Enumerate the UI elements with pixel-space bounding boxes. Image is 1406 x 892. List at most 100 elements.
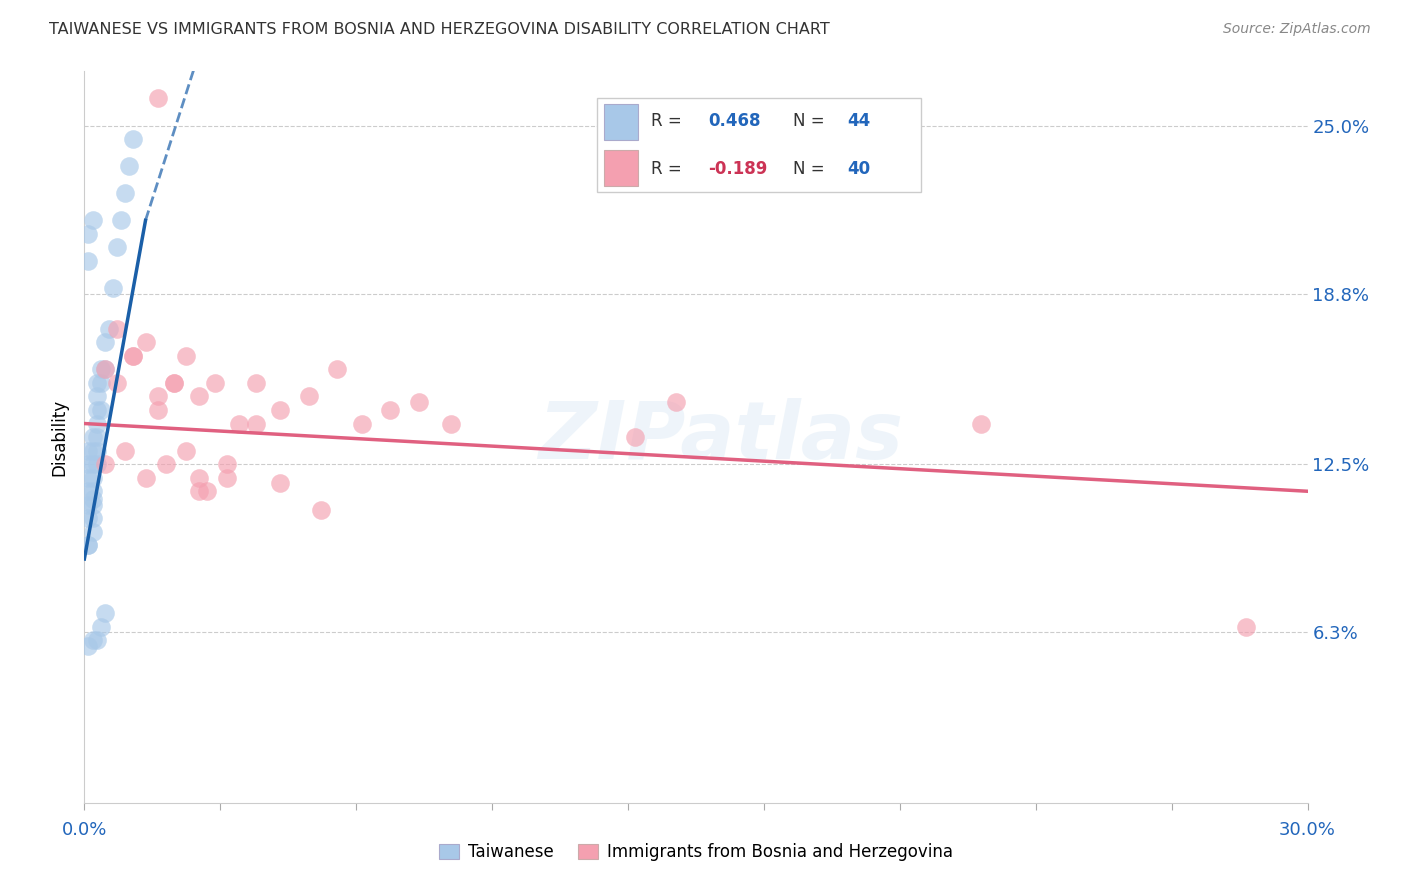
- Point: [204, 376, 226, 390]
- Point: [77, 227, 100, 241]
- Point: [1236, 620, 1258, 634]
- FancyBboxPatch shape: [605, 104, 638, 140]
- Point: [93, 457, 115, 471]
- Point: [380, 403, 402, 417]
- Point: [122, 349, 145, 363]
- Point: [114, 443, 136, 458]
- Point: [146, 403, 169, 417]
- Point: [114, 186, 136, 201]
- Point: [82, 457, 104, 471]
- FancyBboxPatch shape: [605, 150, 638, 186]
- Point: [90, 362, 112, 376]
- Point: [93, 362, 115, 376]
- Point: [77, 457, 100, 471]
- Text: R =: R =: [651, 112, 682, 130]
- Point: [77, 484, 100, 499]
- Text: -0.189: -0.189: [709, 160, 768, 178]
- Point: [217, 457, 239, 471]
- FancyBboxPatch shape: [598, 98, 921, 192]
- Point: [440, 417, 463, 431]
- Point: [105, 376, 128, 390]
- Text: N =: N =: [793, 112, 824, 130]
- Point: [86, 417, 108, 431]
- Point: [86, 376, 108, 390]
- Point: [77, 639, 100, 653]
- Point: [93, 335, 115, 350]
- Point: [82, 511, 104, 525]
- Point: [174, 349, 197, 363]
- Point: [86, 633, 108, 648]
- Point: [82, 633, 104, 648]
- Point: [135, 471, 157, 485]
- Point: [122, 132, 145, 146]
- Point: [77, 538, 100, 552]
- Point: [298, 389, 321, 403]
- Text: Source: ZipAtlas.com: Source: ZipAtlas.com: [1223, 22, 1371, 37]
- Point: [77, 471, 100, 485]
- Point: [82, 484, 104, 499]
- Point: [105, 322, 128, 336]
- Point: [86, 403, 108, 417]
- Point: [86, 457, 108, 471]
- Point: [93, 362, 115, 376]
- Point: [187, 471, 209, 485]
- Text: R =: R =: [651, 160, 682, 178]
- Point: [245, 376, 267, 390]
- Point: [82, 524, 104, 539]
- Point: [90, 403, 112, 417]
- Point: [326, 362, 349, 376]
- Point: [187, 389, 209, 403]
- Point: [82, 443, 104, 458]
- Point: [93, 606, 115, 620]
- Point: [122, 349, 145, 363]
- Point: [82, 471, 104, 485]
- Text: 44: 44: [846, 112, 870, 130]
- Text: 0.468: 0.468: [709, 112, 761, 130]
- Point: [118, 159, 141, 173]
- Point: [163, 376, 186, 390]
- Y-axis label: Disability: Disability: [51, 399, 69, 475]
- Point: [174, 443, 197, 458]
- Point: [77, 443, 100, 458]
- Point: [195, 484, 218, 499]
- Point: [82, 213, 104, 227]
- Point: [269, 476, 291, 491]
- Point: [135, 335, 157, 350]
- Text: TAIWANESE VS IMMIGRANTS FROM BOSNIA AND HERZEGOVINA DISABILITY CORRELATION CHART: TAIWANESE VS IMMIGRANTS FROM BOSNIA AND …: [49, 22, 830, 37]
- Text: 40: 40: [846, 160, 870, 178]
- Point: [245, 417, 267, 431]
- Point: [86, 430, 108, 444]
- Point: [624, 430, 647, 444]
- Point: [217, 471, 239, 485]
- Point: [269, 403, 291, 417]
- Point: [101, 281, 124, 295]
- Point: [155, 457, 177, 471]
- Point: [665, 395, 688, 409]
- Point: [228, 417, 250, 431]
- Point: [408, 395, 430, 409]
- Point: [187, 484, 209, 499]
- Point: [82, 492, 104, 507]
- Point: [77, 254, 100, 268]
- Point: [90, 376, 112, 390]
- Text: ZIPatlas: ZIPatlas: [538, 398, 903, 476]
- Point: [105, 240, 128, 254]
- Point: [350, 417, 373, 431]
- Point: [146, 91, 169, 105]
- Point: [77, 498, 100, 512]
- Text: N =: N =: [793, 160, 824, 178]
- Point: [90, 620, 112, 634]
- Point: [82, 430, 104, 444]
- Point: [86, 389, 108, 403]
- Point: [970, 417, 993, 431]
- Point: [110, 213, 132, 227]
- Point: [146, 389, 169, 403]
- Point: [82, 498, 104, 512]
- Point: [97, 322, 120, 336]
- Point: [163, 376, 186, 390]
- Point: [77, 511, 100, 525]
- Point: [77, 538, 100, 552]
- Point: [86, 443, 108, 458]
- Legend: Taiwanese, Immigrants from Bosnia and Herzegovina: Taiwanese, Immigrants from Bosnia and He…: [433, 837, 959, 868]
- Point: [309, 503, 332, 517]
